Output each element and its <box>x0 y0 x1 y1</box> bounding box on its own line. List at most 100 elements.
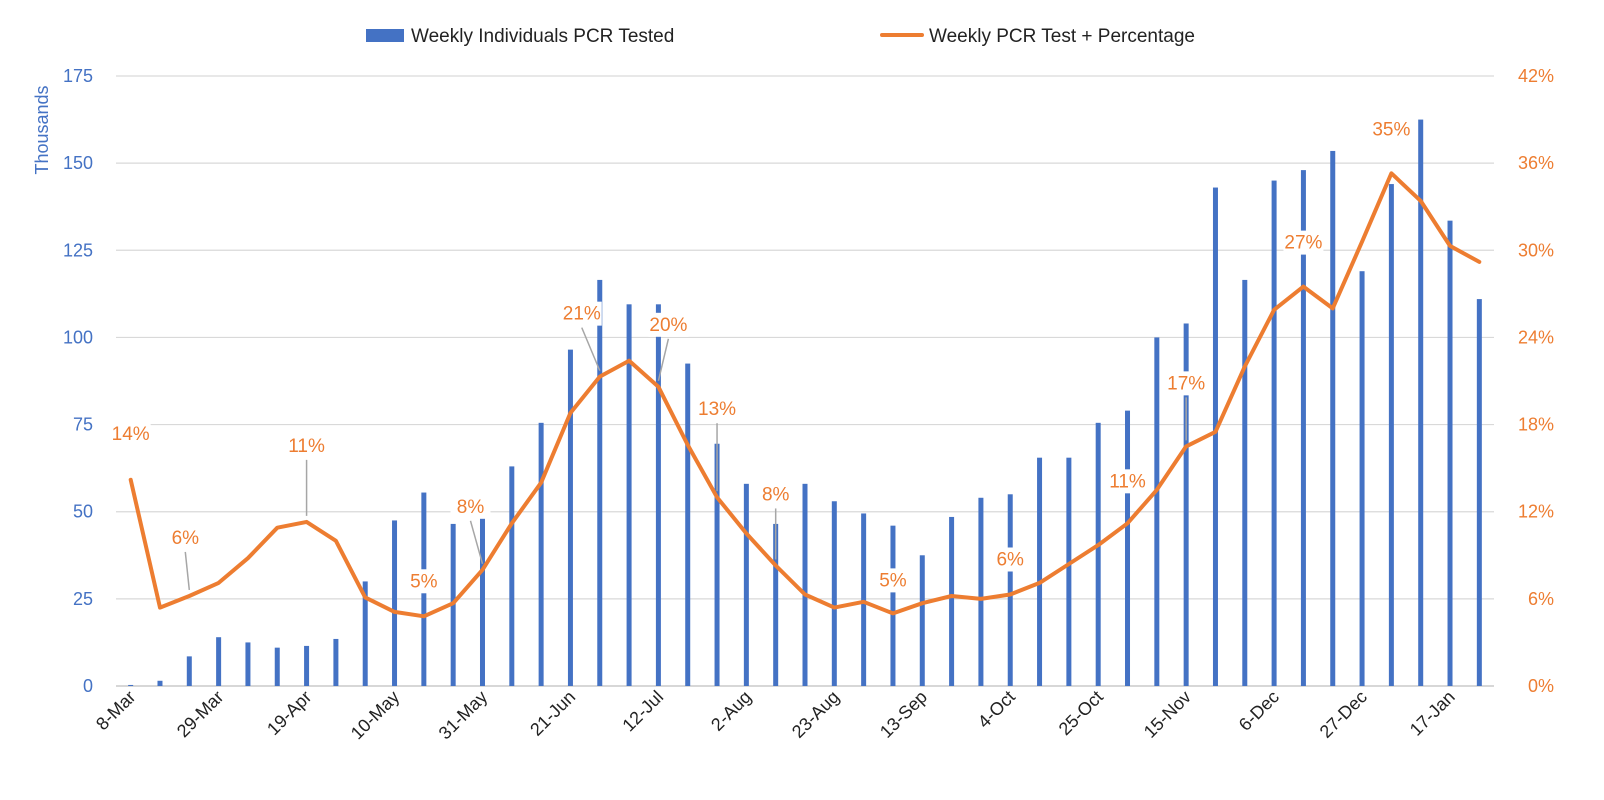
data-label: 8% <box>457 497 485 518</box>
data-label-bg <box>403 569 444 594</box>
data-label: 11% <box>1109 471 1146 492</box>
x-tick-label: 19-Apr <box>263 687 315 739</box>
data-label-leader <box>469 520 484 565</box>
x-tick-label: 27-Dec <box>1316 687 1371 742</box>
data-label: 5% <box>879 570 907 591</box>
data-label-bg <box>1283 230 1324 255</box>
data-label-bg <box>755 482 796 507</box>
bar <box>685 363 691 686</box>
bar <box>1212 187 1218 687</box>
bar <box>186 656 192 686</box>
data-label: 13% <box>698 399 736 420</box>
bar-series <box>128 119 1482 687</box>
left-tick-label: 150 <box>63 153 93 173</box>
right-tick-label: 0% <box>1528 676 1554 696</box>
left-tick-label: 75 <box>73 415 93 435</box>
left-tick-label: 125 <box>63 240 93 260</box>
left-tick-label: 50 <box>73 502 93 522</box>
bar <box>157 680 163 686</box>
left-tick-label: 0 <box>83 676 93 696</box>
data-label-bg <box>872 568 913 593</box>
data-label-bg <box>990 547 1031 572</box>
bar <box>1066 457 1072 686</box>
bar <box>509 466 515 686</box>
bar <box>1007 494 1013 686</box>
bar <box>1476 299 1482 686</box>
data-label: 20% <box>649 315 687 336</box>
right-tick-label: 6% <box>1528 589 1554 609</box>
data-label-bg <box>561 301 602 326</box>
data-label: 14% <box>112 424 150 445</box>
bar <box>1388 184 1394 687</box>
bar <box>890 525 896 686</box>
data-labels: 14% 6% 11% 5% 8% 21% 20% 13% 8% 5% 6% 11% 17% 27% 35% <box>110 117 1412 594</box>
x-tick-label: 15-Nov <box>1140 687 1195 742</box>
bar <box>949 516 955 686</box>
x-tick-label: 17-Jan <box>1406 687 1459 740</box>
left-tick-label: 175 <box>63 66 93 86</box>
data-label-leaders <box>184 327 1187 591</box>
x-tick-label: 6-Dec <box>1235 687 1283 735</box>
bar <box>802 483 808 686</box>
data-label-bg <box>1107 469 1148 494</box>
bar <box>1300 170 1306 687</box>
bar <box>861 513 867 686</box>
x-tick-label: 13-Sep <box>876 687 931 742</box>
x-tick-label: 21-Jun <box>526 687 579 740</box>
bar <box>479 515 485 686</box>
bar <box>1037 457 1043 686</box>
x-tick-label: 25-Oct <box>1055 687 1107 739</box>
legend-bar-swatch <box>366 29 404 42</box>
data-label: 5% <box>410 571 438 592</box>
legend-line-label: Weekly PCR Test + Percentage <box>929 26 1195 47</box>
data-label-bg <box>697 397 738 422</box>
x-tick-label: 4-Oct <box>974 687 1019 732</box>
bar <box>1330 150 1336 686</box>
right-tick-label: 36% <box>1518 153 1554 173</box>
right-tick-label: 18% <box>1518 415 1554 435</box>
bar <box>392 520 398 686</box>
left-tick-label: 100 <box>63 327 93 347</box>
data-label: 11% <box>288 436 325 457</box>
left-axis-title: Thousands <box>32 85 52 174</box>
line-series <box>128 171 1482 619</box>
bar <box>245 642 251 686</box>
data-label: 27% <box>1284 233 1322 254</box>
x-tick-label: 31-May <box>435 687 492 744</box>
bar <box>304 645 310 686</box>
bar <box>1242 279 1248 686</box>
bar <box>743 483 749 686</box>
bar <box>538 422 544 686</box>
left-axis: 0 25 50 75 100 125 150 175 <box>63 66 93 696</box>
bar <box>1154 337 1160 686</box>
left-tick-label: 25 <box>73 589 93 609</box>
data-label: 21% <box>563 304 601 325</box>
data-label: 35% <box>1372 119 1410 140</box>
pcr-positive-line <box>128 171 1482 619</box>
right-tick-label: 30% <box>1518 240 1554 260</box>
right-tick-label: 42% <box>1518 66 1554 86</box>
bar <box>1095 422 1101 686</box>
bar <box>597 279 603 686</box>
data-label-bg <box>1371 117 1412 142</box>
data-label-bg <box>286 433 327 458</box>
bar <box>1359 271 1365 686</box>
data-label-leader <box>657 338 670 381</box>
bar <box>773 523 779 686</box>
bar <box>128 684 134 686</box>
data-label-bg <box>165 525 206 550</box>
data-label-leader <box>581 327 601 371</box>
data-label-bg <box>1166 371 1207 396</box>
x-tick-label: 10-May <box>347 687 404 744</box>
x-tick-label: 2-Aug <box>707 687 755 735</box>
data-label-bg <box>110 421 151 446</box>
x-axis: 8-Mar 29-Mar 19-Apr 10-May 31-May 21-Jun 12-Ju… <box>92 687 1459 744</box>
right-axis: 0% 6% 12% 18% 24% 30% 36% 42% <box>1518 66 1554 696</box>
bar <box>1447 220 1453 686</box>
data-label: 8% <box>762 484 790 505</box>
legend-bar-label: Weekly Individuals PCR Tested <box>411 26 674 47</box>
bar <box>626 304 632 686</box>
data-label: 6% <box>996 550 1024 571</box>
bar <box>714 443 720 686</box>
